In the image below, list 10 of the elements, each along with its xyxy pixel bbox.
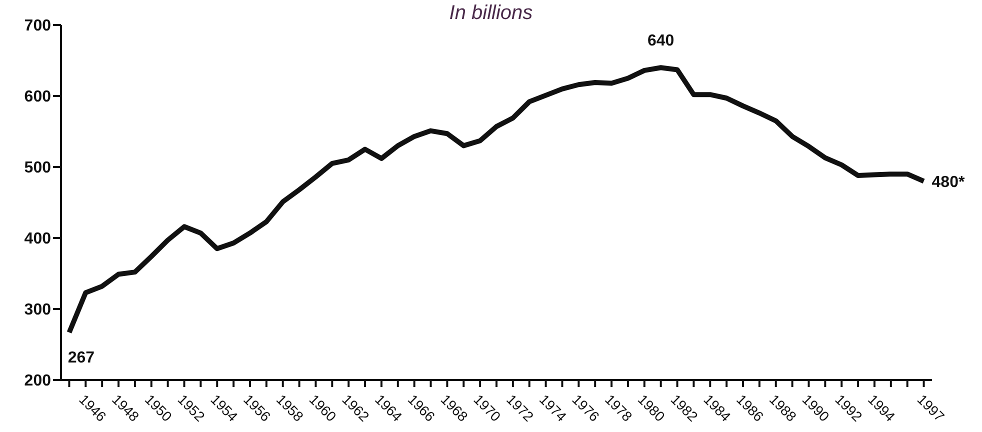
y-tick-label: 600	[24, 88, 52, 106]
annotation: 640	[647, 32, 674, 50]
annotation: 267	[68, 349, 95, 366]
annotation: 480*	[932, 174, 966, 192]
y-tick-label: 700	[24, 18, 52, 35]
y-tick-label: 500	[24, 160, 52, 177]
y-tick-label: 200	[24, 372, 52, 390]
y-tick-label: 300	[24, 302, 52, 319]
chart-title: In billions	[449, 2, 533, 24]
y-tick-label: 400	[24, 230, 52, 248]
